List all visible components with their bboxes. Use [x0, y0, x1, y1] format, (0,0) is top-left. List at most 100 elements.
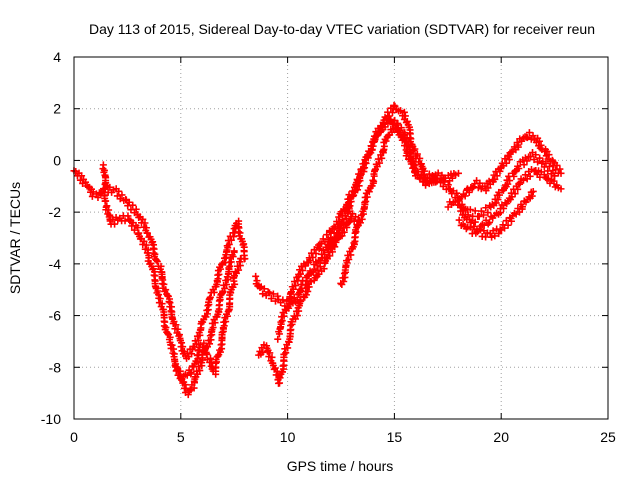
data-point — [160, 280, 168, 288]
data-point — [462, 211, 470, 219]
data-point — [287, 326, 295, 334]
data-point — [493, 172, 501, 180]
data-point — [187, 368, 195, 376]
data-point — [206, 354, 214, 362]
data-point — [183, 371, 191, 379]
data-point — [166, 299, 174, 307]
data-point — [557, 169, 565, 177]
data-point — [312, 250, 320, 258]
data-point — [253, 277, 261, 285]
data-point — [293, 312, 301, 320]
data-point — [203, 310, 211, 318]
data-point — [231, 280, 239, 288]
data-point — [301, 262, 309, 270]
data-point — [557, 185, 565, 193]
data-point — [549, 167, 557, 175]
data-point — [214, 352, 222, 360]
data-point — [103, 202, 111, 210]
data-point — [161, 318, 169, 326]
data-point — [525, 193, 533, 201]
data-point — [236, 229, 244, 237]
data-point — [536, 154, 544, 162]
data-point — [175, 371, 183, 379]
data-point — [274, 292, 282, 300]
data-point — [230, 247, 238, 255]
data-point — [340, 220, 348, 228]
data-point — [305, 283, 313, 291]
y-tick-label: -6 — [49, 308, 62, 324]
y-tick-label: -8 — [49, 359, 62, 375]
data-point — [401, 112, 409, 120]
data-point — [220, 322, 228, 330]
data-point — [363, 193, 371, 201]
data-point — [358, 215, 366, 223]
data-point — [343, 223, 351, 231]
data-point — [206, 293, 214, 301]
data-point — [504, 221, 512, 229]
data-point — [217, 265, 225, 273]
data-point — [78, 172, 86, 180]
data-point — [529, 132, 537, 140]
data-point — [323, 231, 331, 239]
data-point — [526, 172, 534, 180]
data-point — [365, 188, 373, 196]
data-point — [448, 174, 456, 182]
series-track-10 — [444, 149, 559, 221]
data-point — [174, 325, 182, 333]
data-point — [403, 117, 411, 125]
data-point — [475, 212, 483, 220]
data-point — [94, 193, 102, 201]
data-point — [403, 134, 411, 142]
data-point — [379, 147, 387, 155]
data-point — [209, 324, 217, 332]
data-point — [364, 154, 372, 162]
data-point — [466, 223, 474, 231]
data-point — [532, 151, 540, 159]
data-point — [298, 284, 306, 292]
data-point — [336, 229, 344, 237]
data-point — [292, 282, 300, 290]
y-tick-label: 2 — [53, 101, 61, 117]
data-point — [340, 277, 348, 285]
data-point — [150, 245, 158, 253]
data-point — [347, 251, 355, 259]
data-point — [362, 159, 370, 167]
data-point — [504, 180, 512, 188]
data-point — [304, 287, 312, 295]
data-point — [162, 323, 170, 331]
data-point — [236, 262, 244, 270]
data-point — [529, 187, 537, 195]
data-point — [434, 169, 442, 177]
data-point — [371, 137, 379, 145]
data-point — [284, 344, 292, 352]
data-point — [397, 107, 405, 115]
data-point — [400, 108, 408, 116]
data-point — [302, 291, 310, 299]
data-point — [282, 349, 290, 357]
data-point — [221, 284, 229, 292]
data-point — [416, 175, 424, 183]
data-point — [260, 285, 268, 293]
chart-title: Day 113 of 2015, Sidereal Day-to-day VTE… — [89, 21, 595, 37]
series-track-5 — [255, 210, 362, 387]
data-point — [416, 154, 424, 162]
data-point — [289, 285, 297, 293]
data-point — [501, 224, 509, 232]
data-point — [489, 227, 497, 235]
data-point — [227, 236, 235, 244]
data-point — [259, 290, 267, 298]
data-point — [134, 224, 142, 232]
data-point — [82, 178, 90, 186]
data-point — [352, 213, 360, 221]
x-axis-title: GPS time / hours — [287, 458, 394, 474]
data-point — [156, 295, 164, 303]
data-point — [111, 220, 119, 228]
data-point — [252, 272, 260, 280]
data-point — [158, 300, 166, 308]
data-point — [326, 245, 334, 253]
series-track-9 — [437, 129, 565, 205]
data-point — [274, 335, 282, 343]
data-point — [199, 354, 207, 362]
data-point — [172, 321, 180, 329]
data-point — [530, 156, 538, 164]
